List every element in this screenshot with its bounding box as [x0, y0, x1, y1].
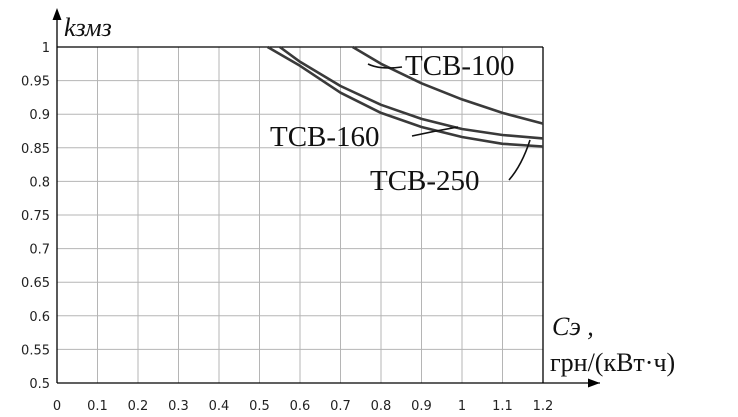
x-tick-label: 0.8	[371, 399, 392, 414]
y-tick-label: 0.5	[29, 377, 50, 392]
x-axis-arrow	[588, 378, 600, 388]
y-axis-label: kзмз	[64, 13, 112, 42]
x-axis-label: Cэ ,	[552, 312, 594, 341]
y-tick-label: 0.65	[21, 276, 50, 291]
series-label: ТСВ-160	[270, 121, 380, 153]
x-tick-label: 0.7	[330, 399, 351, 414]
y-tick-label: 0.75	[21, 209, 50, 224]
y-tick-label: 0.7	[29, 243, 50, 258]
series-leader-line	[411, 126, 459, 137]
x-tick-label: 0	[53, 399, 61, 414]
y-tick-label: 0.9	[29, 108, 50, 123]
x-tick-label: 0.9	[411, 399, 432, 414]
y-tick-label: 0.6	[29, 310, 50, 325]
x-tick-label: 0.6	[290, 399, 311, 414]
series-line	[279, 45, 544, 140]
series-label: ТСВ-250	[370, 165, 480, 197]
x-axis-unit: грн/(кВт·ч)	[550, 348, 675, 377]
x-tick-label: 0.3	[168, 399, 189, 414]
y-tick-label: 1	[42, 41, 50, 56]
y-tick-label: 0.55	[21, 343, 50, 358]
x-tick-label: 0.2	[128, 399, 149, 414]
y-tick-label: 0.95	[21, 75, 50, 90]
series-lines	[266, 45, 544, 148]
tick-labels: 0 0.1 0.2 0.3 0.4 0.5 0.6 0.7 0.8 0.9 1 1.1 1.2 0.5 0.…	[21, 41, 553, 414]
x-tick-label: 1.1	[492, 399, 513, 414]
y-axis-arrow	[52, 8, 62, 20]
x-tick-label: 0.1	[87, 399, 108, 414]
x-tick-label: 0.4	[209, 399, 230, 414]
series-leader-line	[367, 63, 403, 69]
series-line	[352, 45, 544, 125]
axes	[52, 8, 600, 388]
y-tick-label: 0.8	[29, 175, 50, 190]
series-label: ТСВ-100	[405, 50, 515, 82]
series-line	[266, 45, 544, 148]
series-leader-line	[508, 139, 531, 181]
y-tick-label: 0.85	[21, 142, 50, 157]
x-tick-label: 1.2	[533, 399, 554, 414]
x-tick-label: 1	[458, 399, 466, 414]
series-labels: ТСВ-100 ТСВ-160 ТСВ-250	[270, 50, 531, 197]
x-tick-label: 0.5	[249, 399, 270, 414]
grid	[56, 46, 544, 384]
